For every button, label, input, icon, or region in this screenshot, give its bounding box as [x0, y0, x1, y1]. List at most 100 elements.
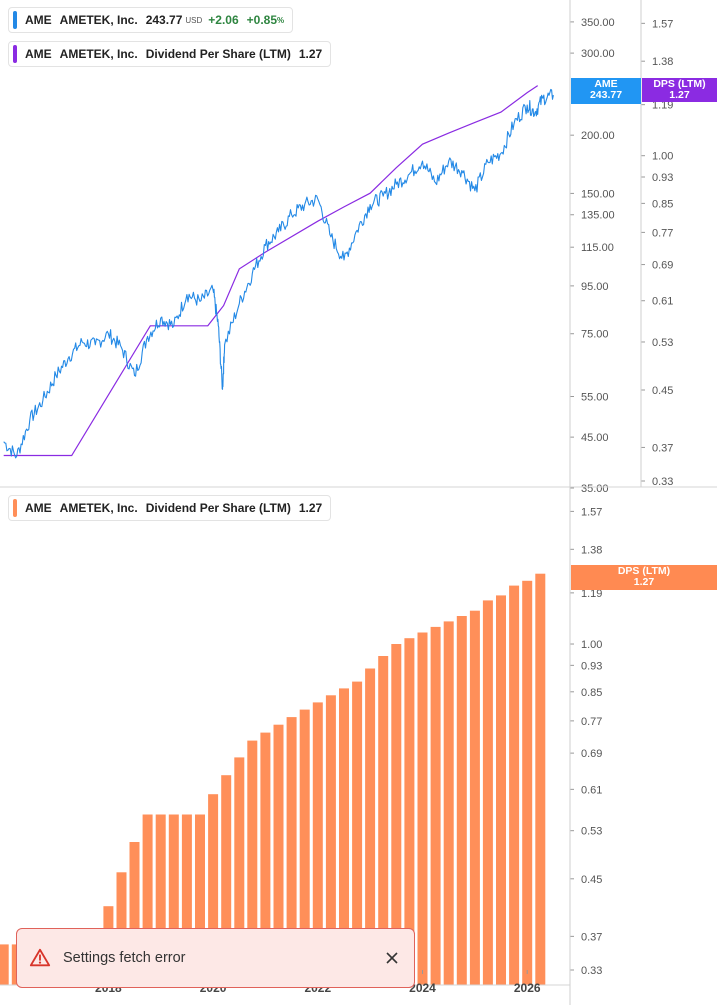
pct-sign: % — [277, 15, 285, 25]
dps-bar — [208, 794, 219, 985]
dps-bar — [352, 681, 363, 985]
dps-tick-label: 0.45 — [652, 385, 673, 397]
dps-bar — [195, 814, 205, 985]
dps-tick-label: 0.85 — [652, 198, 673, 210]
dps-line-legend-swatch — [13, 45, 17, 63]
price-tick-label: 200.00 — [581, 130, 615, 142]
bar-tick-label: 0.77 — [581, 716, 602, 728]
dps-bar — [273, 724, 284, 985]
price-tick-label: 55.00 — [581, 392, 609, 404]
price-badge-value: 243.77 — [589, 89, 623, 101]
dps-bar — [155, 814, 166, 985]
dps-bar — [469, 610, 480, 985]
company-name: AMETEK, Inc. — [59, 13, 138, 27]
dps-panel: 0.33 0.37 0.45 0.53 0.61 0.69 0.77 0.85 0.93 1.00… — [0, 506, 602, 995]
price-value: 243.77 — [145, 13, 183, 27]
dps-bar — [535, 573, 546, 985]
dps-bar — [234, 757, 245, 985]
price-panel: 35.00 45.00 55.00 75.00 95.00 115.00 135.00 150… — [3, 17, 673, 495]
dps-line-series — [3, 85, 539, 457]
ticker: AME — [25, 47, 52, 61]
bar-tick-label: 0.37 — [581, 931, 602, 943]
price-badge-label: AME — [594, 78, 618, 90]
dps-bar — [260, 732, 271, 985]
bar-tick-label: 0.45 — [581, 874, 602, 886]
dps-bar — [404, 638, 415, 985]
dps-bar — [391, 644, 402, 985]
price-tick-label: 300.00 — [581, 48, 615, 60]
dps-bar — [443, 621, 454, 985]
currency: USD — [185, 15, 203, 25]
dps-bar — [325, 695, 336, 985]
price-legend-swatch — [13, 11, 17, 29]
bar-tick-label: 0.85 — [581, 687, 602, 699]
dps-tick-label: 0.37 — [652, 442, 673, 454]
warning-triangle-icon — [29, 948, 51, 967]
dps-bar — [299, 709, 310, 985]
dps-bar — [181, 814, 192, 985]
ticker: AME — [25, 13, 52, 27]
price-change: +2.06 — [208, 13, 239, 27]
price-tick-label: 45.00 — [581, 432, 609, 444]
dps-bar — [365, 668, 376, 985]
price-change-pct: +0.85 — [246, 13, 278, 27]
bar-tick-label: 1.19 — [581, 588, 602, 600]
price-tick-label: 350.00 — [581, 17, 615, 29]
ticker: AME — [25, 501, 52, 515]
toast-message: Settings fetch error — [63, 950, 186, 966]
time-tick-label: 2024 — [409, 981, 436, 995]
dps-bar — [142, 814, 153, 985]
bar-tick-label: 0.69 — [581, 748, 602, 760]
dps-bar — [430, 626, 441, 985]
time-tick-label: 2026 — [514, 981, 541, 995]
bar-tick-label: 0.93 — [581, 660, 602, 672]
dps-badge-top: DPS (LTM) 1.27 — [642, 78, 717, 102]
price-tick-label: 75.00 — [581, 329, 609, 341]
bar-tick-label: 0.61 — [581, 784, 602, 796]
dps-tick-label: 1.57 — [652, 18, 673, 30]
bar-tick-label: 1.38 — [581, 544, 602, 556]
close-button[interactable] — [382, 948, 402, 968]
dps-bar — [456, 616, 467, 985]
dps-bar-legend[interactable]: AME AMETEK, Inc. Dividend Per Share (LTM… — [8, 495, 332, 521]
error-toast: Settings fetch error — [16, 928, 415, 988]
dps-bar — [247, 740, 258, 985]
bar-tick-label: 0.53 — [581, 826, 602, 838]
price-tick-label: 135.00 — [581, 210, 615, 222]
dps-bar — [417, 632, 428, 985]
company-name: AMETEK, Inc. — [59, 501, 138, 515]
dps-tick-label: 0.77 — [652, 227, 673, 239]
dps-tick-label: 1.00 — [652, 151, 673, 163]
dps-badge-top-value: 1.27 — [669, 89, 690, 101]
price-tick-label: 150.00 — [581, 188, 615, 200]
price-tick-label: 115.00 — [581, 242, 614, 254]
dps-bar — [221, 775, 232, 985]
dps-tick-label: 0.69 — [652, 260, 673, 272]
dps-bar — [286, 717, 297, 985]
metric-value: 1.27 — [298, 47, 323, 61]
dps-tick-label: 0.61 — [652, 296, 673, 308]
dps-bar-legend-swatch — [13, 499, 17, 517]
dps-bar — [522, 580, 533, 985]
dps-bar — [0, 944, 9, 985]
close-icon — [386, 952, 398, 964]
dps-badge-bottom-value: 1.27 — [633, 576, 655, 588]
dps-bar — [496, 595, 506, 985]
dps-badge-bottom-label: DPS (LTM) — [617, 565, 671, 577]
dps-tick-label: 0.93 — [652, 172, 673, 184]
metric-value: 1.27 — [298, 501, 323, 515]
dps-bar — [509, 585, 520, 985]
dps-bar — [482, 600, 493, 985]
dps-bar — [129, 842, 140, 985]
dps-tick-label: 1.19 — [652, 100, 673, 112]
dps-tick-label: 0.53 — [652, 337, 673, 349]
price-tick-label: 95.00 — [581, 281, 609, 293]
dps-badge-top-label: DPS (LTM) — [653, 78, 706, 90]
dps-bar — [168, 814, 179, 985]
dps-bar — [312, 702, 323, 985]
dps-tick-label: 1.38 — [652, 56, 673, 68]
bar-tick-label: 1.00 — [581, 639, 602, 651]
dps-line-legend[interactable]: AME AMETEK, Inc. Dividend Per Share (LTM… — [8, 41, 332, 67]
bar-tick-label: 1.57 — [581, 506, 602, 518]
price-legend[interactable]: AME AMETEK, Inc. 243.77 USD +2.06 +0.85% — [8, 7, 294, 33]
